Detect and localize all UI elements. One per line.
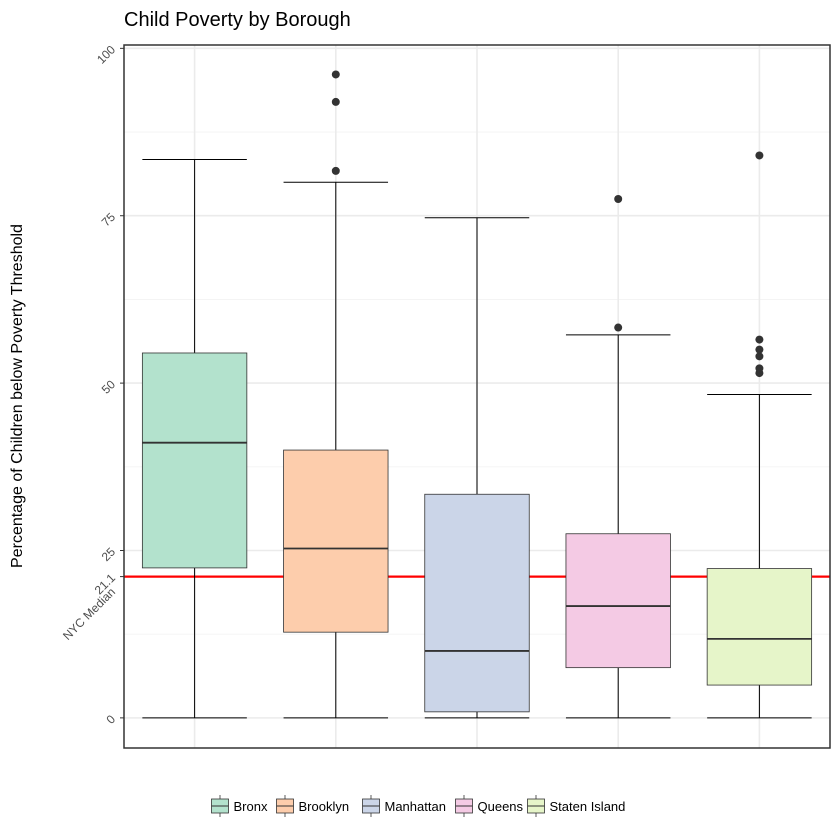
legend-item-manhattan: Manhattan [362, 795, 446, 817]
y-axis-label: Percentage of Children below Poverty Thr… [9, 224, 26, 568]
legend-label: Bronx [234, 799, 268, 814]
legend-label: Staten Island [550, 799, 626, 814]
box-iqr [141, 352, 248, 569]
box-iqr [283, 449, 389, 633]
box-iqr [565, 533, 671, 669]
legend-label: Queens [478, 799, 524, 814]
outlier-point [755, 352, 764, 361]
outlier-point [755, 345, 764, 354]
legend-label: Brooklyn [299, 799, 350, 814]
box-iqr [424, 493, 530, 713]
legend: Bronx Brooklyn Manhattan Queens Staten Islan… [211, 795, 626, 817]
box-queens [565, 194, 671, 719]
outlier-point [755, 335, 764, 344]
box-staten-island [706, 151, 813, 719]
box-bronx [141, 158, 248, 719]
outlier-point [331, 166, 340, 175]
outlier-point [614, 323, 623, 332]
outlier-point [755, 151, 764, 160]
box-iqr [706, 568, 813, 686]
outlier-point [331, 97, 340, 106]
outlier-point [755, 364, 764, 373]
legend-item-staten-island: Staten Island [527, 795, 626, 817]
boxes [141, 70, 813, 719]
outlier-point [614, 194, 623, 203]
chart-title: Child Poverty by Borough [124, 9, 351, 31]
outlier-point [331, 70, 340, 79]
legend-item-brooklyn: Brooklyn [276, 795, 350, 817]
legend-label: Manhattan [385, 799, 446, 814]
legend-item-queens: Queens [455, 795, 524, 817]
legend-item-bronx: Bronx [211, 795, 268, 817]
plot-panel-border [123, 44, 831, 749]
box-brooklyn [283, 70, 389, 719]
box-manhattan [424, 217, 530, 719]
